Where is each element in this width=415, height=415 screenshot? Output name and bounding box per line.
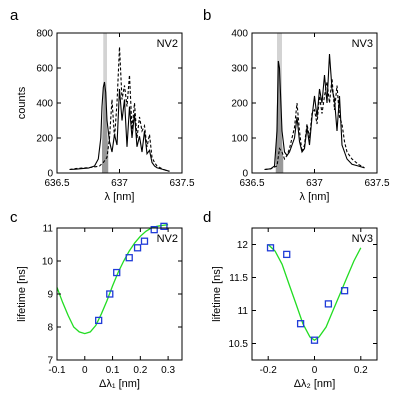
- y-tick-label: 400: [231, 29, 248, 40]
- data-point-marker: [160, 222, 168, 231]
- y-tick-label: 200: [36, 134, 53, 145]
- y-tick-label: 10.5: [229, 339, 249, 350]
- data-point-marker: [106, 290, 114, 298]
- solid-series-line: [69, 81, 170, 172]
- x-tick-label: 0.2: [133, 365, 147, 376]
- y-axis-label: counts: [16, 86, 28, 119]
- data-point-marker: [296, 320, 305, 328]
- y-tick-label: 800: [36, 29, 53, 40]
- filled-peak-area: [102, 82, 109, 173]
- y-tick-label: 10: [42, 257, 54, 268]
- fit-curve: [56, 224, 169, 335]
- x-tick-label: 0: [82, 365, 88, 376]
- y-tick-label: 300: [231, 64, 248, 75]
- data-point-marker: [340, 287, 349, 295]
- x-tick-label: -0.2: [260, 365, 278, 376]
- data-point-marker: [150, 225, 158, 234]
- x-axis-label: Δλ₁ [nm]: [99, 378, 140, 390]
- y-tick-label: 12: [237, 240, 249, 251]
- data-point-marker: [266, 244, 275, 252]
- x-axis-label: λ [nm]: [105, 191, 135, 203]
- data-point-marker: [310, 336, 319, 344]
- series-name-label: NV2: [157, 233, 178, 245]
- x-axis-label: λ [nm]: [300, 191, 330, 203]
- series-name-label: NV3: [352, 38, 373, 50]
- y-tick-label: 11: [238, 306, 249, 317]
- x-tick-label: 637.5: [169, 178, 194, 189]
- x-tick-label: 637: [306, 178, 323, 189]
- y-tick-label: 600: [36, 64, 53, 75]
- panel-letter-a: a: [10, 7, 19, 24]
- x-tick-label: 636.5: [239, 178, 264, 189]
- x-tick-label: 637.5: [364, 178, 389, 189]
- dashed-series-line: [264, 78, 365, 171]
- y-tick-label: 9: [47, 290, 53, 301]
- y-tick-label: 400: [36, 99, 53, 110]
- y-tick-label: 11.5: [229, 273, 248, 284]
- x-tick-label: 636.5: [44, 178, 69, 189]
- x-tick-label: -0.1: [48, 365, 66, 376]
- x-tick-label: 0.2: [354, 365, 368, 376]
- spectrum-panel-nv2: 636.5 637 637.5 0 200 400 600 800 λ [nm] counts NV…: [16, 29, 195, 204]
- data-point-marker: [133, 244, 142, 252]
- data-point-marker: [113, 268, 121, 277]
- y-tick-label: 200: [231, 99, 248, 110]
- data-point-marker: [324, 300, 333, 308]
- x-tick-label: 0.1: [106, 365, 120, 376]
- x-tick-label: 0: [312, 365, 318, 376]
- y-axis-label: lifetime [ns]: [211, 266, 223, 322]
- x-axis-label: Δλ₂ [nm]: [294, 378, 336, 390]
- panel-letter-c: c: [10, 209, 18, 226]
- axes-frame: [56, 227, 183, 361]
- x-tick-label: 0.3: [161, 365, 175, 376]
- panel-letter-b: b: [203, 7, 211, 24]
- y-tick-label: 0: [47, 169, 53, 180]
- fit-curve: [267, 244, 362, 341]
- lifetime-panel-nv3: -0.2 0 0.2 10.5 11 11.5 12 Δλ₂ [nm] lifetime [ns…: [211, 227, 378, 390]
- series-name-label: NV3: [352, 233, 373, 245]
- x-tick-label: 637: [111, 178, 128, 189]
- y-tick-label: 8: [47, 323, 53, 334]
- y-tick-label: 7: [47, 356, 53, 367]
- axes-frame: [251, 32, 378, 174]
- y-axis-label: lifetime [ns]: [16, 266, 28, 322]
- panel-letter-d: d: [203, 209, 211, 226]
- data-point-marker: [283, 250, 291, 259]
- y-tick-label: 11: [43, 224, 54, 235]
- series-name-label: NV2: [157, 38, 178, 50]
- data-point-marker: [95, 316, 103, 325]
- solid-series-line: [264, 53, 365, 171]
- data-point-marker: [125, 254, 133, 262]
- data-point-marker: [140, 237, 149, 245]
- y-tick-label: 0: [242, 169, 248, 180]
- y-tick-label: 100: [231, 134, 248, 145]
- spectrum-panel-nv3: 636.5 637 637.5 0 100 200 300 400 λ [nm] NV3: [231, 29, 390, 204]
- dashed-series-line: [69, 46, 170, 172]
- lifetime-panel-nv2: -0.1 0 0.1 0.2 0.3 7 8 9 10 11 Δλ₁ [nm] lifetime [n…: [16, 222, 183, 390]
